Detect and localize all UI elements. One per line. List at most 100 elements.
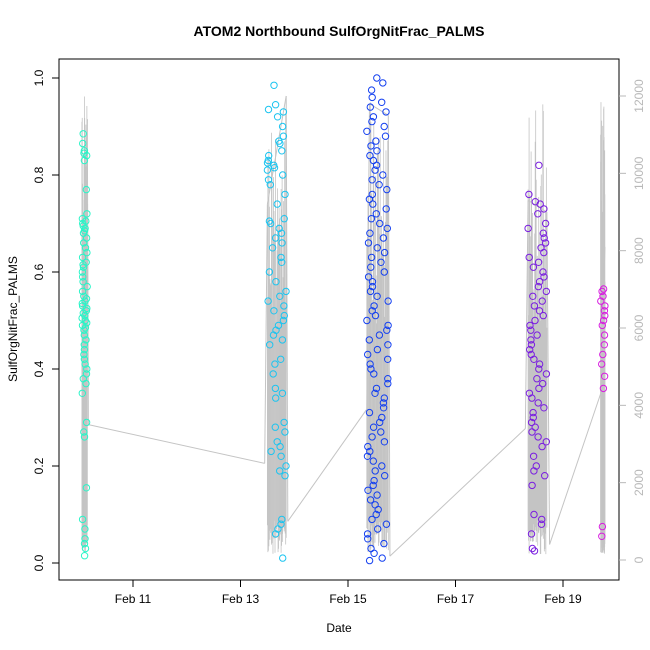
data-point	[78, 302, 87, 310]
data-point	[279, 554, 287, 562]
data-point	[535, 360, 544, 368]
data-point	[79, 278, 87, 286]
data-point	[373, 147, 381, 155]
data-point	[384, 297, 392, 305]
data-point	[279, 108, 288, 116]
data-points	[78, 74, 609, 565]
data-point	[369, 423, 378, 431]
data-point	[279, 171, 287, 179]
data-point	[266, 181, 274, 189]
data-point	[80, 428, 88, 436]
data-point	[80, 331, 89, 339]
data-point	[279, 132, 288, 140]
y2-tick-label: 6000	[632, 314, 646, 341]
data-point	[527, 326, 535, 334]
y-axis-label: SulfOrgNitFrac_PALMS	[6, 256, 20, 382]
data-point	[82, 379, 90, 388]
data-point	[280, 215, 288, 223]
y-tick-label: 0.0	[32, 554, 46, 571]
data-point	[539, 229, 547, 237]
data-point	[267, 447, 275, 456]
data-point	[369, 457, 377, 465]
altitude-segment	[264, 204, 268, 464]
data-point	[528, 428, 536, 436]
data-point	[263, 166, 272, 174]
data-point	[273, 113, 282, 121]
data-point	[264, 176, 273, 184]
data-point	[365, 195, 374, 204]
y2-tick-label: 8000	[632, 237, 646, 264]
data-point	[78, 268, 87, 276]
data-point	[541, 219, 550, 228]
data-point	[542, 370, 551, 378]
data-point	[365, 408, 374, 417]
data-point	[79, 130, 87, 138]
data-point	[276, 442, 284, 451]
data-point	[599, 292, 607, 300]
data-point	[78, 299, 87, 308]
data-point	[529, 263, 538, 271]
data-point	[533, 375, 541, 383]
data-point	[80, 433, 89, 441]
data-point	[277, 452, 285, 460]
data-point	[372, 510, 380, 519]
data-point	[365, 556, 374, 565]
data-point	[372, 161, 381, 170]
data-point	[601, 311, 609, 320]
data-point	[524, 224, 532, 233]
altitude-segment	[546, 211, 551, 545]
data-point	[364, 442, 372, 451]
data-point	[371, 389, 379, 397]
data-point	[367, 253, 376, 262]
data-point	[373, 292, 381, 300]
data-point	[384, 321, 392, 330]
data-point	[81, 244, 90, 252]
data-point	[598, 287, 606, 296]
data-point	[600, 307, 609, 315]
x-axis-label: Date	[326, 621, 352, 635]
data-point	[371, 166, 379, 174]
data-point	[375, 331, 384, 339]
data-point	[83, 365, 91, 373]
data-point	[271, 423, 279, 431]
data-point	[600, 341, 608, 349]
y-tick-label: 0.6	[32, 263, 46, 280]
altitude-segment	[88, 424, 265, 464]
data-point	[276, 292, 284, 300]
data-point	[525, 253, 533, 262]
data-point	[381, 132, 390, 140]
data-point	[363, 530, 372, 538]
data-point	[366, 103, 374, 111]
data-point	[380, 438, 389, 446]
data-point	[599, 384, 608, 393]
data-point	[78, 515, 87, 524]
altitude-segment	[266, 95, 287, 205]
altitude-segment	[287, 408, 368, 522]
data-point	[82, 336, 90, 344]
data-point	[280, 311, 288, 320]
y-tick-label: 0.8	[32, 166, 46, 183]
data-point	[372, 210, 380, 218]
data-point	[535, 365, 543, 373]
data-point	[538, 515, 546, 524]
data-point	[537, 520, 546, 528]
data-point	[597, 297, 605, 305]
data-point	[80, 345, 89, 354]
data-point	[383, 185, 391, 194]
data-point	[529, 452, 538, 460]
data-point	[530, 547, 539, 555]
data-point	[531, 316, 539, 325]
data-point	[266, 341, 274, 349]
data-point	[527, 336, 535, 344]
data-point	[82, 185, 91, 194]
data-point	[276, 467, 284, 475]
data-point	[380, 268, 388, 276]
data-point	[278, 147, 286, 155]
altitude-segment	[285, 95, 289, 522]
data-point	[78, 287, 87, 296]
data-point	[528, 481, 536, 490]
data-point	[364, 239, 373, 247]
x-tick-label: Feb 11	[115, 592, 152, 606]
data-point	[380, 248, 389, 257]
